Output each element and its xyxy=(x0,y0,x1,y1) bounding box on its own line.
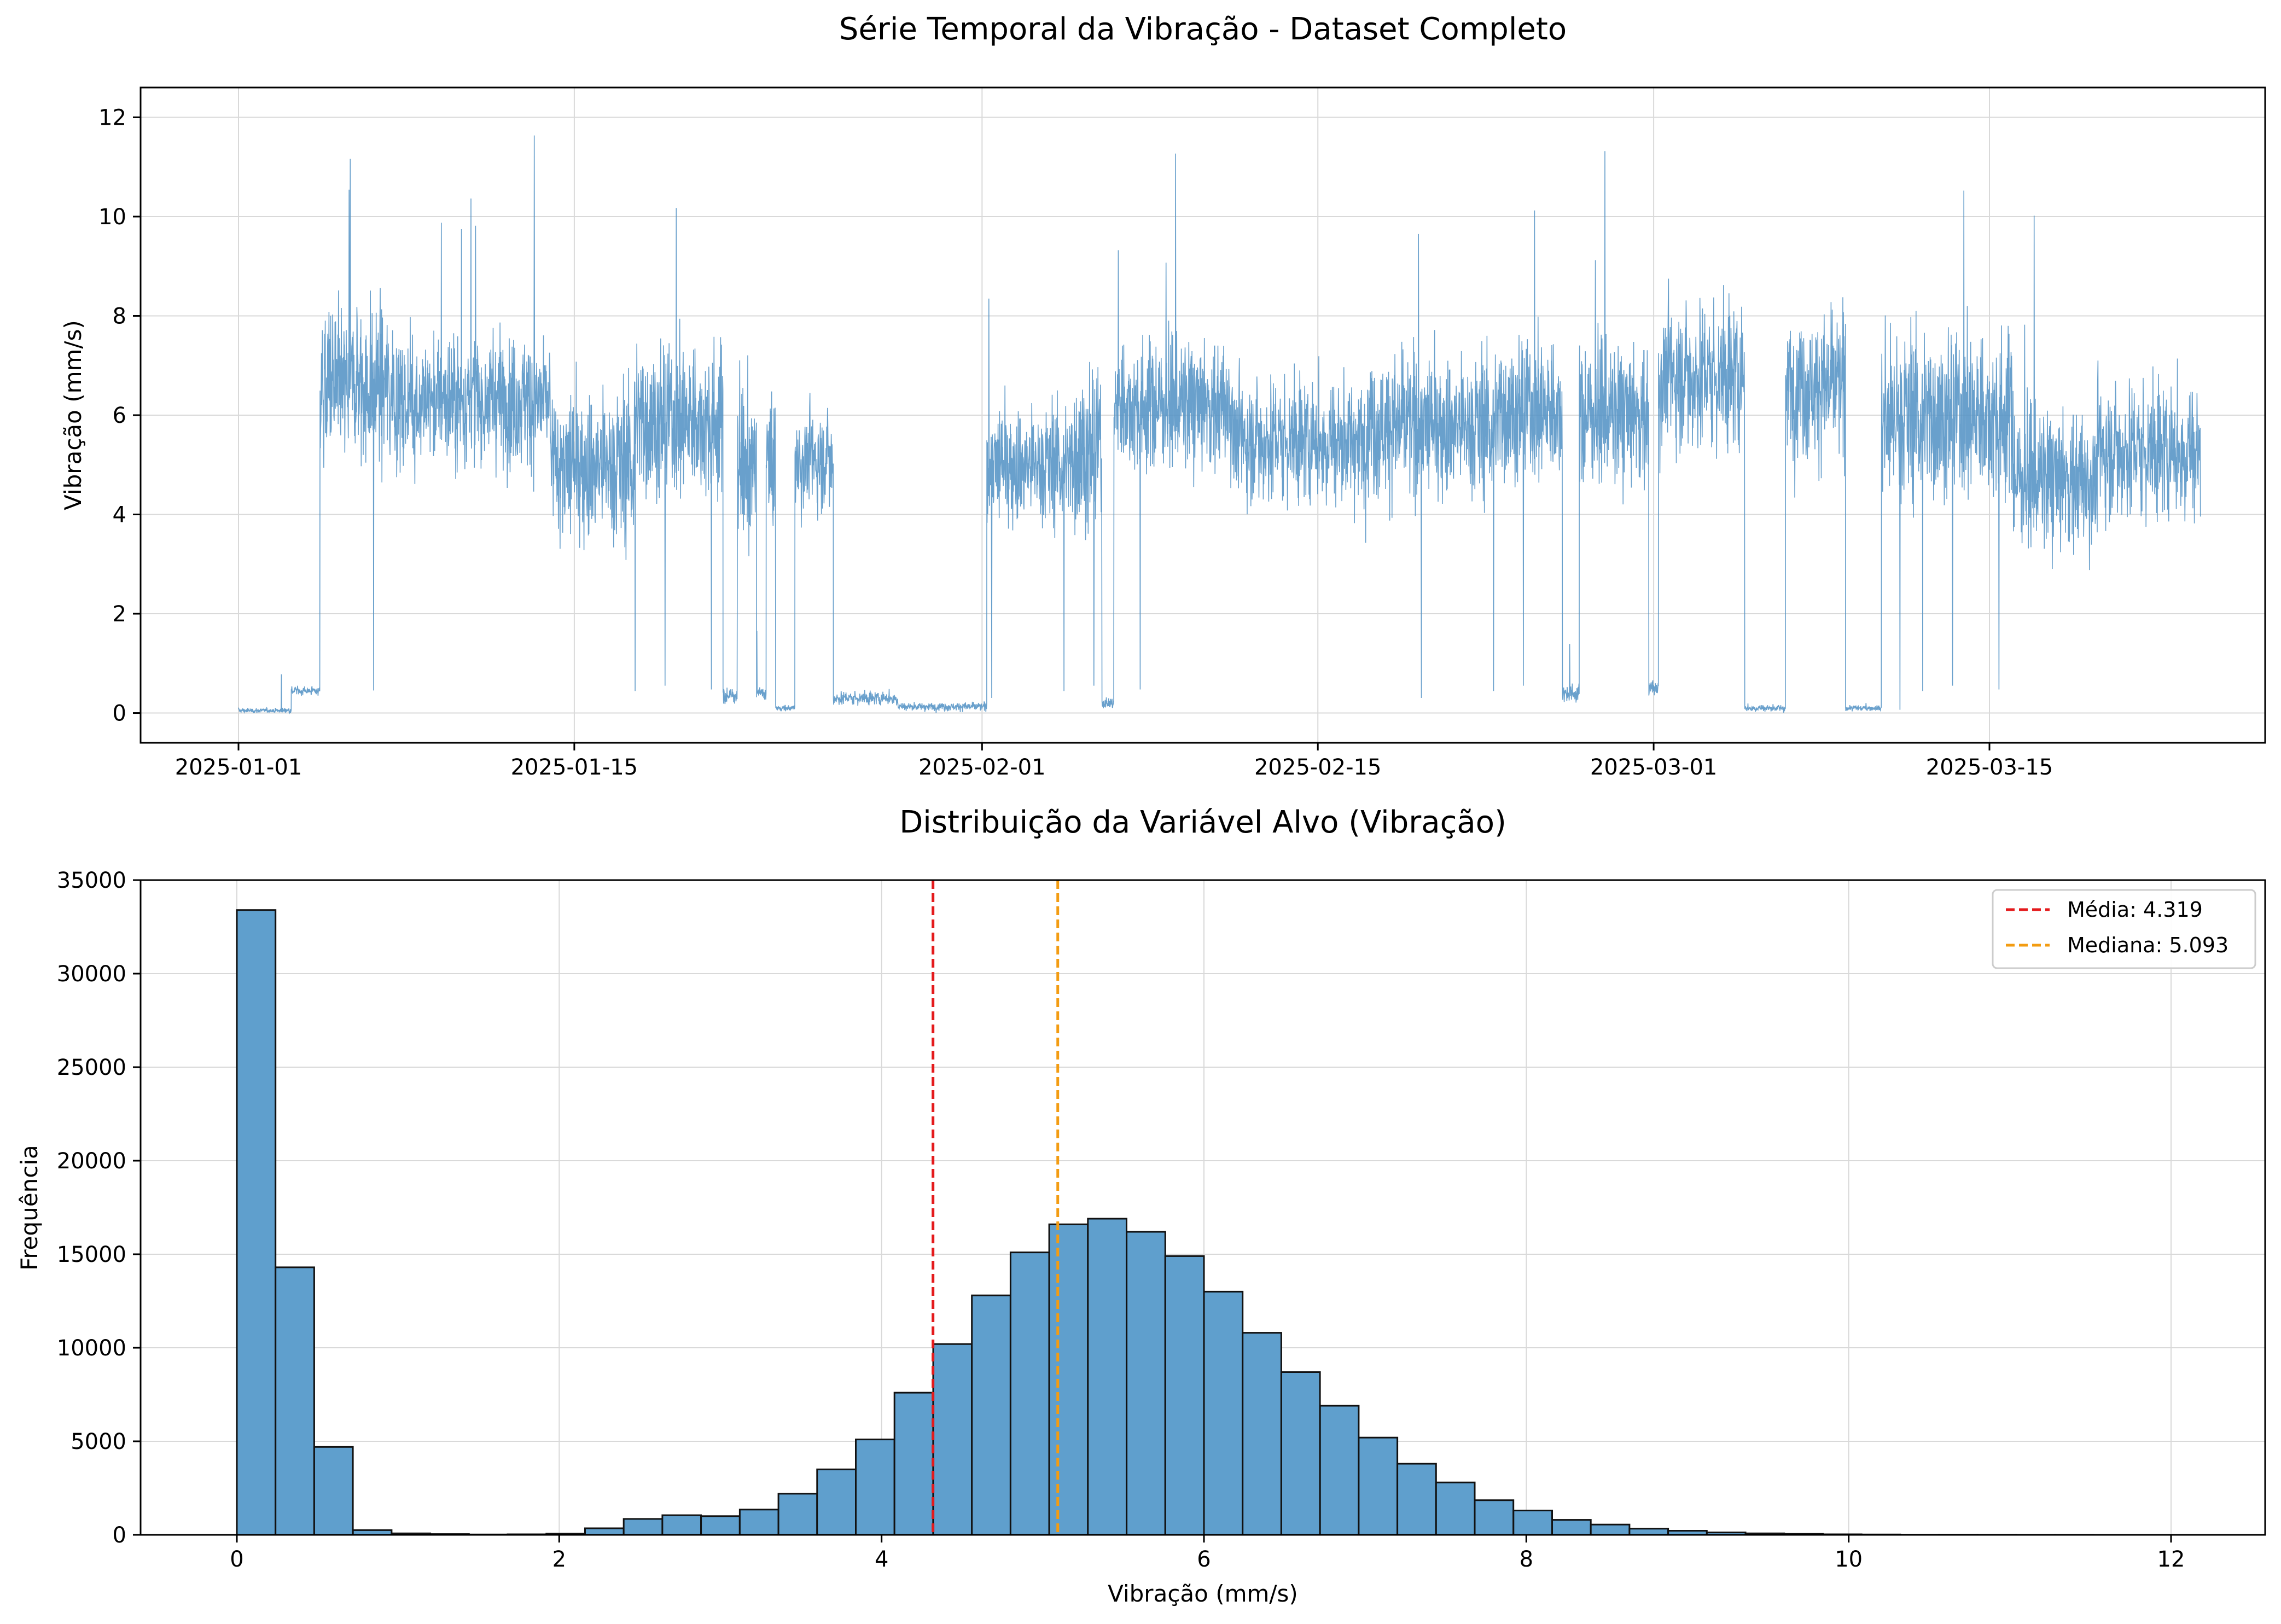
hist-x-tick-label: 12 xyxy=(2157,1547,2185,1572)
histogram-bar xyxy=(584,1527,625,1536)
ts-x-tick-label: 2025-02-01 xyxy=(918,755,1045,780)
ts-x-tick-label: 2025-01-15 xyxy=(511,755,638,780)
histogram-bar xyxy=(1435,1481,1476,1536)
hist-y-tick-label: 35000 xyxy=(57,868,126,893)
vibration-series xyxy=(238,135,2201,714)
time-series-chart: Série Temporal da Vibração - Dataset Com… xyxy=(60,11,2266,780)
ts-x-tick-label: 2025-02-15 xyxy=(1254,755,1381,780)
hist-x-tick-label: 0 xyxy=(230,1547,243,1572)
hist-y-tick-label: 15000 xyxy=(57,1242,126,1267)
histogram-title: Distribuição da Variável Alvo (Vibração) xyxy=(899,805,1506,840)
hist-x-tick-label: 8 xyxy=(1520,1547,1533,1572)
hist-x-tick-label: 4 xyxy=(875,1547,888,1572)
legend-median-label: Mediana: 5.093 xyxy=(2067,933,2228,957)
ts-y-tick-label: 0 xyxy=(113,701,126,726)
time-series-y-ticks: 0 2 4 6 8 10 12 xyxy=(98,105,141,726)
histogram-bar xyxy=(1319,1405,1360,1536)
time-series-y-label: Vibração (mm/s) xyxy=(60,320,86,510)
time-series-x-ticks: 2025-01-01 2025-01-15 2025-02-01 2025-02-15… xyxy=(175,743,2053,780)
histogram-bar xyxy=(700,1515,741,1536)
histogram-bar xyxy=(1628,1528,1669,1536)
histogram-bar xyxy=(893,1392,934,1536)
histogram-bars xyxy=(236,909,2095,1536)
hist-x-tick-label: 10 xyxy=(1835,1547,1863,1572)
histogram-bar xyxy=(738,1509,779,1536)
histogram-bar xyxy=(313,1446,354,1536)
histogram-bar xyxy=(236,909,277,1536)
hist-x-tick-label: 6 xyxy=(1197,1547,1211,1572)
histogram-bar xyxy=(1512,1510,1553,1536)
histogram-chart: Distribuição da Variável Alvo (Vibração)… xyxy=(16,805,2266,1607)
histogram-bar xyxy=(777,1493,818,1536)
histogram-bar xyxy=(275,1266,315,1536)
ts-x-tick-label: 2025-03-15 xyxy=(1926,755,2053,780)
histogram-bar xyxy=(1048,1223,1089,1536)
hist-y-tick-label: 10000 xyxy=(57,1336,126,1361)
hist-y-tick-label: 20000 xyxy=(57,1149,126,1174)
ts-x-tick-label: 2025-03-01 xyxy=(1590,755,1717,780)
histogram-bar xyxy=(971,1294,1011,1536)
histogram-axes-frame xyxy=(139,879,2266,1536)
ts-y-tick-label: 2 xyxy=(113,602,126,627)
histogram-bar xyxy=(855,1439,895,1536)
histogram-x-label: Vibração (mm/s) xyxy=(1108,1580,1298,1607)
histogram-grid xyxy=(141,880,2265,1535)
hist-y-tick-label: 25000 xyxy=(57,1055,126,1080)
histogram-reference-lines xyxy=(932,880,1060,1535)
hist-y-tick-label: 30000 xyxy=(57,962,126,987)
histogram-bar xyxy=(1126,1231,1166,1536)
histogram-bar xyxy=(1590,1523,1631,1536)
ts-y-tick-label: 6 xyxy=(113,403,126,428)
histogram-bar xyxy=(1396,1463,1437,1536)
vibration-line xyxy=(238,135,2201,714)
ts-x-tick-label: 2025-01-01 xyxy=(175,755,302,780)
legend-mean-label: Média: 4.319 xyxy=(2067,898,2203,922)
ts-y-tick-label: 8 xyxy=(113,304,126,329)
hist-y-tick-label: 0 xyxy=(113,1523,126,1548)
histogram-bar xyxy=(1164,1255,1205,1536)
time-series-title: Série Temporal da Vibração - Dataset Com… xyxy=(839,11,1567,47)
histogram-bar xyxy=(1242,1332,1282,1536)
ts-y-tick-label: 10 xyxy=(98,205,126,230)
histogram-bar xyxy=(1551,1519,1592,1536)
histogram-bar xyxy=(1358,1436,1399,1536)
legend-box xyxy=(1992,889,2256,969)
histogram-bar xyxy=(622,1518,664,1536)
ts-y-tick-label: 4 xyxy=(113,503,126,528)
hist-y-tick-label: 5000 xyxy=(71,1429,126,1454)
histogram-y-ticks: 0 5000 10000 15000 20000 25000 30000 35000 xyxy=(57,868,141,1548)
hist-x-tick-label: 2 xyxy=(552,1547,566,1572)
histogram-legend: Média: 4.319 Mediana: 5.093 xyxy=(1992,889,2256,969)
ts-y-tick-label: 12 xyxy=(98,105,126,130)
histogram-bar xyxy=(1474,1499,1515,1536)
histogram-bar xyxy=(1009,1252,1050,1536)
histogram-bar xyxy=(1087,1218,1128,1536)
histogram-bar xyxy=(661,1514,702,1536)
histogram-bar xyxy=(1203,1290,1244,1536)
histogram-bar xyxy=(1280,1371,1321,1536)
histogram-y-label: Frequência xyxy=(16,1145,43,1271)
histogram-x-ticks: 0 2 4 6 8 10 12 xyxy=(230,1535,2185,1572)
histogram-bar xyxy=(816,1468,857,1536)
histogram-bar xyxy=(932,1343,973,1536)
